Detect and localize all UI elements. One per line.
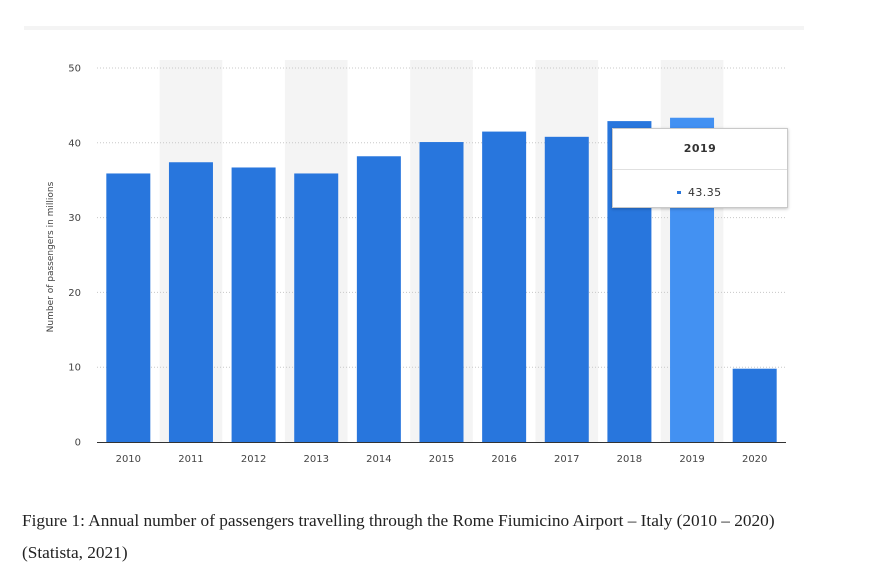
y-tick-label: 20 [68, 288, 81, 299]
x-tick-label: 2013 [304, 454, 329, 465]
bar-2011 [168, 162, 213, 443]
x-tick-label: 2016 [491, 454, 516, 465]
series-dot-icon [677, 190, 681, 194]
y-tick-label: 30 [68, 213, 81, 224]
x-tick-label: 2011 [178, 454, 203, 465]
y-tick-label: 40 [68, 138, 81, 149]
bar-2017 [544, 136, 589, 443]
x-tick-label: 2018 [617, 454, 642, 465]
bar-chart: 0 10 20 30 40 50 2010 2011 2012 2013 2014 2015 2016 2… [46, 60, 786, 465]
x-tick-label: 2012 [241, 454, 266, 465]
chart-top-bar [24, 26, 804, 30]
bar-2014 [356, 156, 401, 442]
figure-caption: Figure 1: Annual number of passengers tr… [22, 511, 775, 562]
tooltip-value: 43.35 [688, 186, 722, 199]
bar-2016 [482, 131, 527, 442]
x-tick-label: 2019 [679, 454, 704, 465]
y-tick-label: 50 [68, 64, 81, 75]
y-tick-label: 0 [75, 438, 81, 449]
x-tick-label: 2010 [116, 454, 141, 465]
tooltip-title: 2019 [683, 142, 717, 155]
x-tick-label: 2014 [366, 454, 391, 465]
data-tooltip: 2019 43.35 [612, 128, 788, 208]
x-tick-label: 2020 [742, 454, 767, 465]
y-axis-title: Number of passengers in millions [46, 181, 56, 332]
tooltip-value-row: 43.35 [677, 186, 722, 199]
bar-2012 [231, 167, 276, 442]
bar-2010 [106, 173, 151, 442]
bar-2020 [732, 368, 777, 442]
x-tick-label: 2017 [554, 454, 579, 465]
bar-2013 [294, 173, 339, 442]
x-tick-label: 2015 [429, 454, 454, 465]
bar-2015 [419, 142, 464, 442]
tooltip-divider [613, 169, 787, 170]
y-tick-label: 10 [68, 363, 81, 374]
